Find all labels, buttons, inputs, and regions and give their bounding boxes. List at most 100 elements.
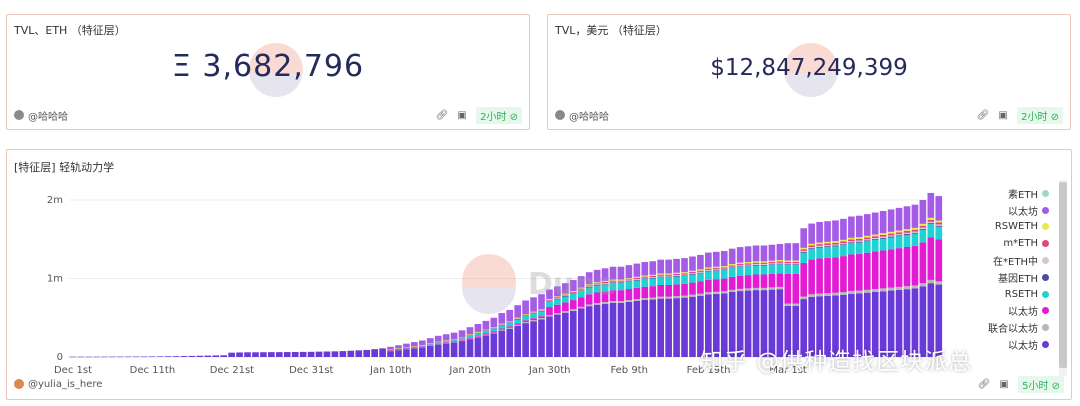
bar-segment[interactable]	[863, 241, 871, 253]
bar-segment[interactable]	[593, 302, 601, 305]
bar-segment[interactable]	[720, 270, 728, 279]
bar-segment[interactable]	[832, 242, 839, 245]
bar-segment[interactable]	[577, 288, 585, 290]
bar-segment[interactable]	[935, 239, 943, 282]
bar-segment[interactable]	[665, 275, 672, 277]
bar-segment[interactable]	[562, 294, 569, 296]
bar-segment[interactable]	[919, 225, 927, 228]
bar-segment[interactable]	[641, 286, 649, 299]
bar-segment[interactable]	[268, 352, 275, 357]
bar-segment[interactable]	[935, 220, 943, 223]
bar-segment[interactable]	[776, 264, 784, 274]
bar-segment[interactable]	[641, 300, 649, 357]
bar-segment[interactable]	[863, 214, 871, 236]
bar-segment[interactable]	[458, 338, 466, 340]
bar-segment[interactable]	[188, 355, 196, 357]
bar-segment[interactable]	[132, 356, 140, 358]
bar-segment[interactable]	[363, 349, 371, 357]
bar-segment[interactable]	[514, 318, 521, 320]
bar-segment[interactable]	[848, 254, 855, 291]
bar-segment[interactable]	[712, 251, 720, 267]
bar-segment[interactable]	[601, 303, 609, 357]
scrollbar-thumb[interactable]	[1059, 182, 1067, 368]
bar-segment[interactable]	[816, 244, 823, 246]
bar-segment[interactable]	[871, 239, 879, 241]
bar-segment[interactable]	[434, 343, 442, 344]
bar-segment[interactable]	[498, 329, 506, 331]
bar-segment[interactable]	[601, 283, 609, 285]
bar-segment[interactable]	[490, 328, 498, 329]
bar-segment[interactable]	[506, 321, 514, 322]
bar-segment[interactable]	[728, 292, 736, 357]
bar-segment[interactable]	[585, 285, 593, 287]
refresh-badge[interactable]: 2小时 ⊘	[476, 106, 522, 124]
bar-segment[interactable]	[569, 293, 577, 301]
bar-segment[interactable]	[768, 264, 776, 274]
bar-segment[interactable]	[871, 236, 879, 238]
bar-segment[interactable]	[824, 257, 831, 294]
bar-segment[interactable]	[434, 343, 442, 345]
bar-segment[interactable]	[895, 234, 903, 236]
bar-segment[interactable]	[546, 315, 553, 317]
bar-segment[interactable]	[736, 247, 744, 263]
bar-segment[interactable]	[935, 222, 943, 225]
bar-segment[interactable]	[466, 334, 474, 335]
bar-segment[interactable]	[426, 344, 434, 346]
bar-segment[interactable]	[474, 324, 482, 332]
bar-segment[interactable]	[577, 287, 585, 289]
bar-segment[interactable]	[649, 274, 657, 276]
bar-segment[interactable]	[609, 301, 617, 303]
bar-segment[interactable]	[720, 293, 728, 357]
bar-segment[interactable]	[784, 243, 792, 261]
bar-segment[interactable]	[824, 247, 831, 258]
bar-segment[interactable]	[530, 312, 537, 314]
bar-segment[interactable]	[601, 280, 609, 282]
bar-segment[interactable]	[562, 283, 569, 294]
bar-segment[interactable]	[720, 291, 728, 294]
bar-segment[interactable]	[426, 345, 434, 346]
bar-segment[interactable]	[538, 310, 545, 311]
bar-segment[interactable]	[585, 304, 593, 307]
bar-segment[interactable]	[856, 253, 863, 291]
bar-segment[interactable]	[697, 273, 704, 282]
bar-segment[interactable]	[935, 226, 943, 240]
bar-segment[interactable]	[633, 280, 641, 288]
bar-segment[interactable]	[490, 333, 498, 357]
bar-segment[interactable]	[856, 240, 863, 242]
bar-segment[interactable]	[689, 274, 696, 283]
bar-segment[interactable]	[395, 349, 402, 350]
link-icon[interactable]: 🔗︎	[976, 109, 990, 121]
bar-segment[interactable]	[673, 272, 680, 274]
bar-segment[interactable]	[442, 340, 450, 341]
bar-segment[interactable]	[832, 295, 839, 357]
bar-segment[interactable]	[546, 299, 553, 300]
bar-segment[interactable]	[840, 241, 847, 244]
bar-segment[interactable]	[824, 241, 831, 244]
bar-segment[interactable]	[752, 274, 760, 288]
bar-segment[interactable]	[554, 299, 561, 305]
bar-segment[interactable]	[657, 296, 665, 299]
bar-segment[interactable]	[776, 273, 784, 287]
bar-segment[interactable]	[538, 319, 545, 357]
bar-segment[interactable]	[697, 295, 704, 357]
bar-segment[interactable]	[562, 295, 569, 297]
bar-segment[interactable]	[816, 247, 823, 259]
bar-segment[interactable]	[554, 298, 561, 300]
bar-segment[interactable]	[808, 248, 815, 260]
bar-segment[interactable]	[387, 350, 394, 357]
bar-segment[interactable]	[665, 259, 672, 274]
bar-segment[interactable]	[808, 294, 815, 297]
bar-segment[interactable]	[760, 264, 768, 266]
bar-segment[interactable]	[887, 209, 895, 232]
bar-segment[interactable]	[252, 352, 259, 357]
bar-segment[interactable]	[633, 279, 641, 280]
bar-segment[interactable]	[85, 356, 92, 358]
bar-segment[interactable]	[903, 232, 911, 235]
bar-segment[interactable]	[562, 312, 569, 357]
bar-segment[interactable]	[760, 264, 768, 265]
bar-segment[interactable]	[562, 302, 569, 312]
bar-segment[interactable]	[434, 342, 442, 344]
bar-segment[interactable]	[411, 347, 418, 348]
bar-segment[interactable]	[411, 342, 418, 347]
bar-segment[interactable]	[387, 350, 394, 351]
